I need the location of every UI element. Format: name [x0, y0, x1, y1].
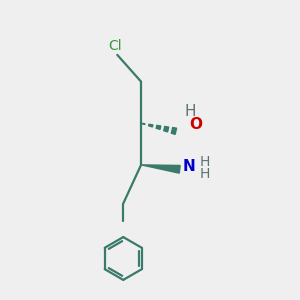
Polygon shape: [171, 128, 177, 134]
Text: N: N: [182, 159, 195, 174]
Polygon shape: [141, 123, 145, 124]
Text: Cl: Cl: [108, 39, 122, 53]
Text: O: O: [190, 117, 202, 132]
Text: H: H: [200, 155, 210, 169]
Polygon shape: [141, 165, 180, 173]
Text: H: H: [200, 167, 210, 181]
Polygon shape: [156, 125, 161, 129]
Polygon shape: [149, 124, 153, 127]
Text: H: H: [184, 104, 196, 119]
Polygon shape: [164, 127, 169, 132]
